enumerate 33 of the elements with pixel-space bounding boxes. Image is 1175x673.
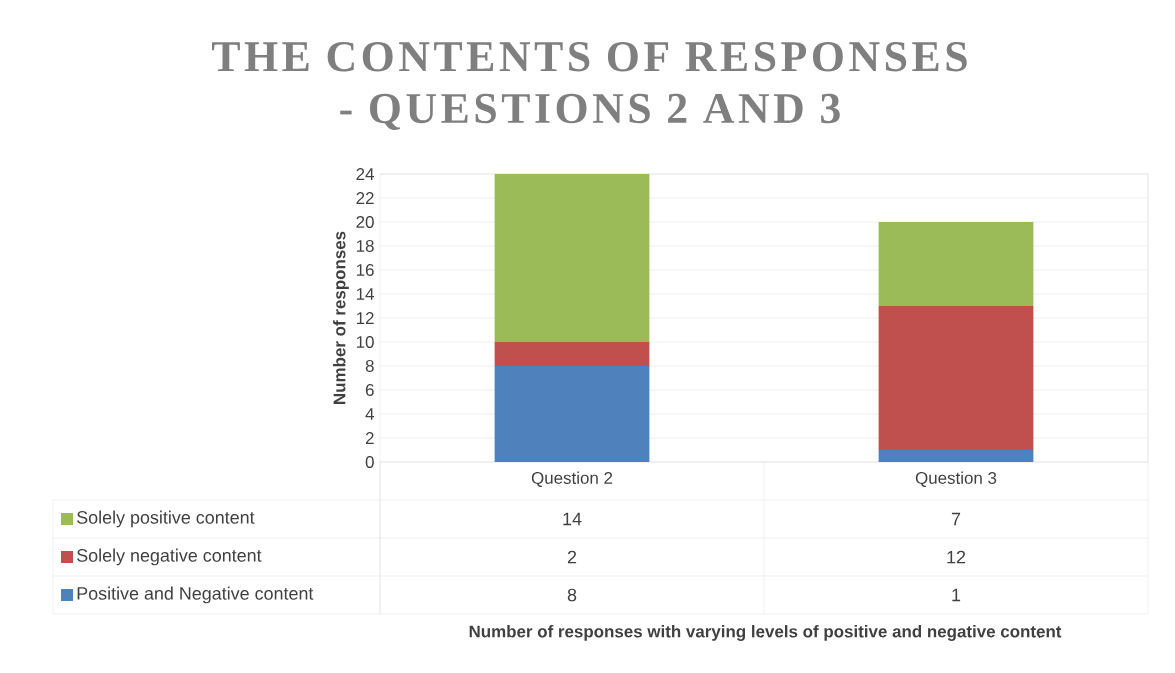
x-tick-label: Question 2 [531,471,613,487]
bar [494,173,650,342]
y-tick-label: 24 [356,168,374,180]
text: Number of responses with varying levels of positive and negative content [469,625,1062,641]
chart-title: THE CONTENTS OF RESPONSES - QUESTIONS 2 AND 3 [212,42,967,130]
data-label: 12 [947,550,966,564]
data-label: 1 [952,588,961,602]
y-tick-label: 0 [365,455,374,468]
data-label: 2 [567,550,577,564]
y-tick-label: 16 [356,263,374,276]
bar [878,449,1034,462]
data-label: 14 [563,512,582,526]
y-tick-label: 8 [365,359,374,372]
x-tick-label: Question 3 [915,471,997,487]
y-tick-label: 6 [365,383,374,396]
y-axis-title: Number of responses [333,231,349,404]
data-label: 8 [567,588,577,602]
bar [878,221,1034,306]
legend-label: Solely negative content [77,548,262,566]
legend-label: Solely positive content [77,510,255,528]
bar [878,305,1034,450]
data-label: 7 [951,512,961,526]
y-tick-label: 18 [356,239,374,252]
bar [494,341,650,366]
y-tick-label: 2 [365,432,374,444]
y-tick-label: 14 [356,288,374,300]
y-tick-label: 20 [356,215,374,228]
y-tick-label: 12 [356,312,374,324]
y-tick-label: 4 [365,408,374,420]
y-tick-label: 22 [356,192,374,204]
y-tick-label: 10 [356,335,374,348]
legend-label: Positive and Negative content [77,586,314,604]
bar [494,365,650,462]
